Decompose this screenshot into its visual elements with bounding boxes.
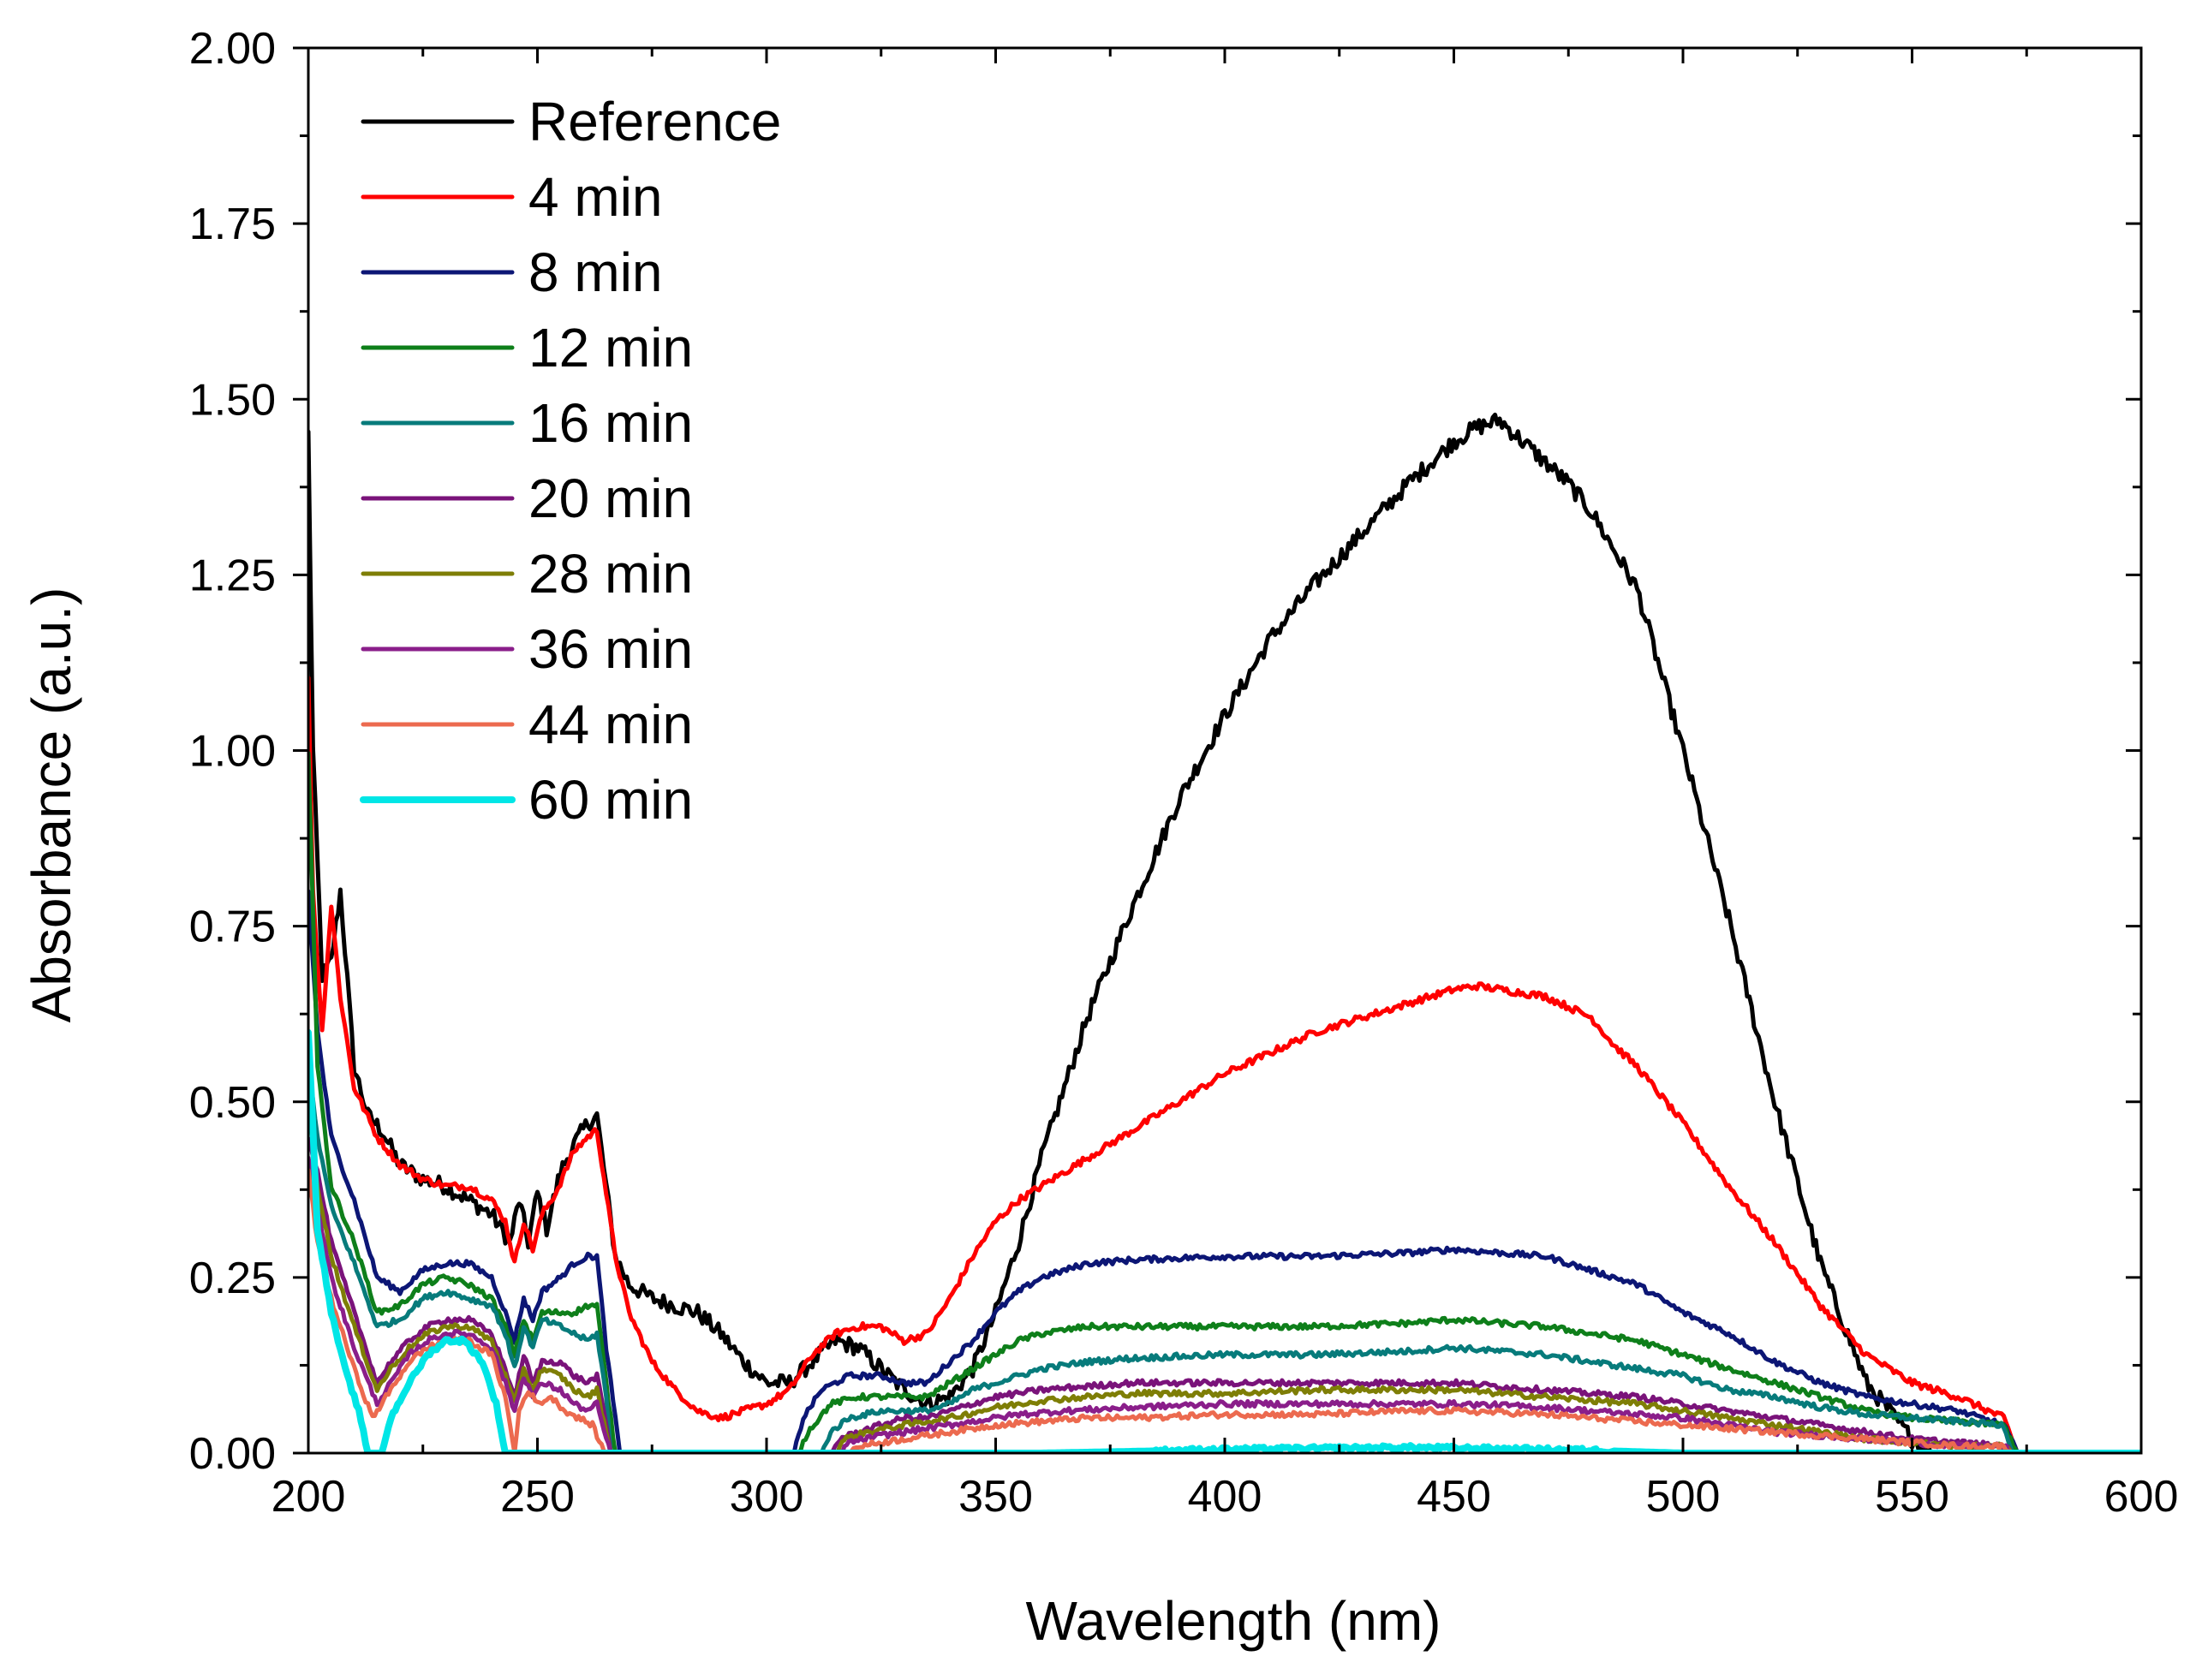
y-tick-label: 1.50 — [189, 375, 276, 425]
legend-label-12-min: 12 min — [528, 317, 693, 378]
x-tick-label: 200 — [272, 1472, 346, 1522]
y-axis-title: Absorbance (a.u.) — [21, 587, 82, 1023]
legend-label-reference: Reference — [528, 91, 781, 152]
x-axis-title: Wavelength (nm) — [1026, 1590, 1441, 1652]
x-tick-label: 500 — [1646, 1472, 1721, 1522]
x-tick-label: 400 — [1188, 1472, 1262, 1522]
y-tick-label: 0.50 — [189, 1078, 276, 1128]
legend-label-4-min: 4 min — [528, 166, 663, 228]
series-line-20-min — [308, 1136, 2141, 1453]
legend-label-60-min: 60 min — [528, 769, 693, 831]
x-tick-label: 600 — [2104, 1472, 2179, 1522]
x-tick-label: 250 — [500, 1472, 575, 1522]
legend-label-20-min: 20 min — [528, 468, 693, 529]
series-line-60-min — [308, 1028, 2141, 1453]
y-tick-label: 0.25 — [189, 1254, 276, 1303]
y-tick-label: 1.75 — [189, 200, 276, 249]
x-tick-label: 300 — [730, 1472, 804, 1522]
axes-layer: 200 250 300 350 400 450 500 550 600 0.00 0.25 0.50 0… — [189, 24, 2179, 1522]
legend-label-8-min: 8 min — [528, 241, 663, 303]
series-line-4-min — [308, 676, 2141, 1453]
legend-label-44-min: 44 min — [528, 694, 693, 755]
series-layer — [308, 412, 2141, 1453]
y-tick-label: 2.00 — [189, 24, 276, 74]
y-tick-label: 0.75 — [189, 903, 276, 952]
x-tick-label: 450 — [1417, 1472, 1491, 1522]
legend-label-28-min: 28 min — [528, 543, 693, 605]
series-line-8-min — [308, 889, 2141, 1453]
y-tick-label: 1.00 — [189, 727, 276, 777]
x-tick-label: 350 — [958, 1472, 1033, 1522]
x-tick-label: 550 — [1875, 1472, 1949, 1522]
series-line-12-min — [308, 750, 2141, 1453]
legend-label-16-min: 16 min — [528, 392, 693, 454]
y-tick-label: 1.25 — [189, 551, 276, 600]
legend: Reference 4 min 8 min 12 min 16 min 20 min 28 … — [360, 91, 781, 831]
legend-label-36-min: 36 min — [528, 618, 693, 680]
y-tick-label: 0.00 — [189, 1429, 276, 1479]
series-line-44-min — [308, 1168, 2141, 1453]
series-line-28-min — [308, 1099, 2141, 1453]
series-line-16-min — [308, 1066, 2141, 1453]
